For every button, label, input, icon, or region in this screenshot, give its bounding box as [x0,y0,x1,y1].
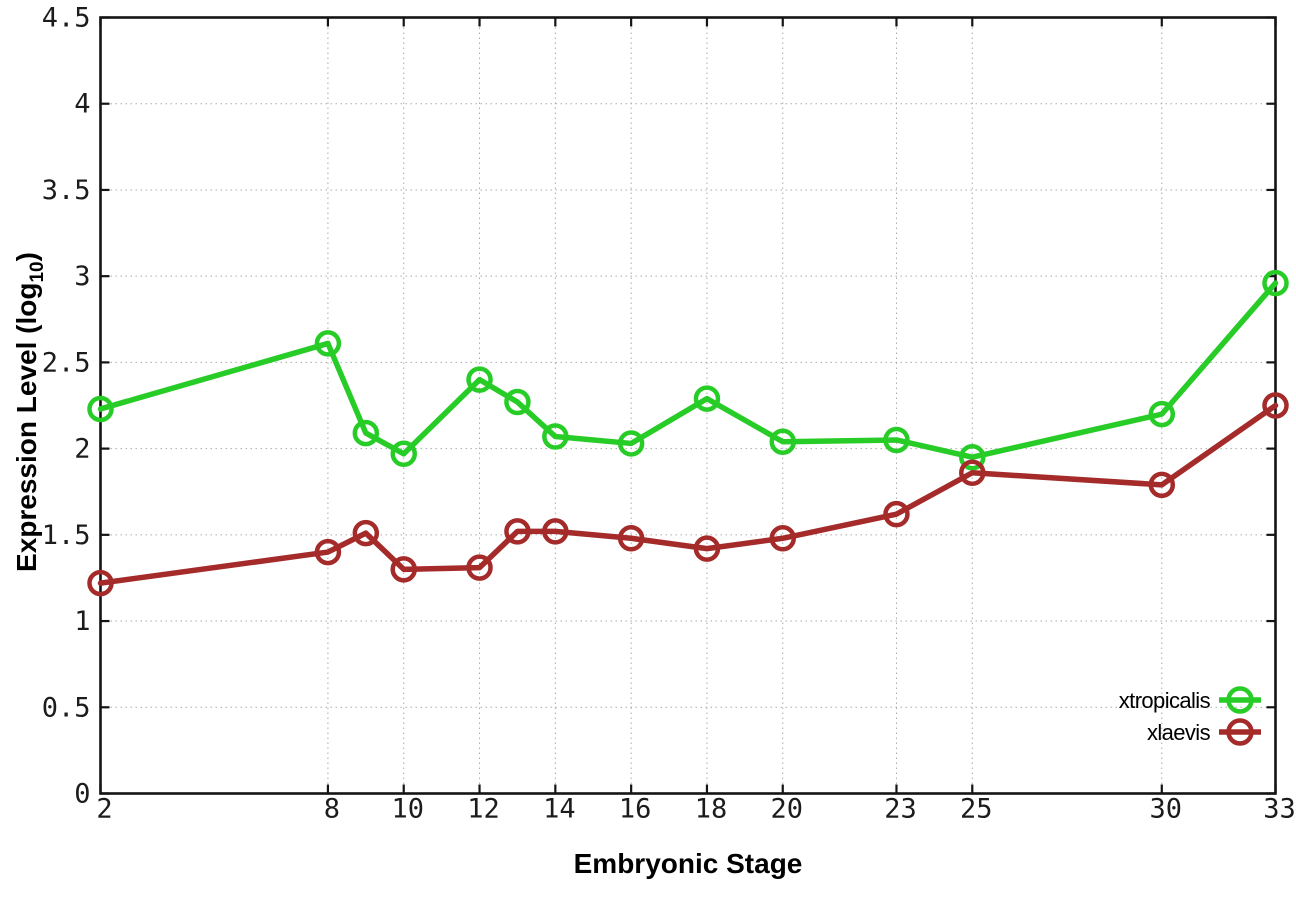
data-point-xtropicalis [769,428,797,455]
x-tick-label: 33 [1263,794,1296,825]
x-tick-label: 16 [619,794,652,825]
data-point-xlaevis [466,554,493,581]
y-tick-label: 0.5 [42,692,91,723]
data-point-xtropicalis [352,419,380,447]
data-point-xtropicalis [693,385,721,412]
data-point-xtropicalis [617,430,645,457]
data-point-xtropicalis [1262,269,1289,297]
x-tick-label: 12 [467,794,500,825]
data-point-xlaevis [352,519,380,547]
x-tick-label: 30 [1150,794,1183,825]
data-point-xlaevis [504,518,531,545]
x-tick-label: 23 [884,794,917,825]
data-point-xlaevis [314,538,342,566]
data-point-xlaevis [693,535,721,562]
data-point-xtropicalis [314,330,342,357]
data-point-xtropicalis [466,366,493,393]
series-line-xlaevis [97,402,1279,586]
x-tick-label: 14 [543,794,576,825]
legend-label-xtropicalis: xtropicalis [1119,688,1211,713]
data-point-xtropicalis [883,426,910,454]
data-point-xlaevis [617,525,645,552]
x-tick-label: 20 [771,794,804,825]
data-point-xlaevis [87,569,114,597]
data-point-xlaevis [769,525,797,552]
data-point-xtropicalis [542,423,569,450]
x-tick-label: 8 [324,794,340,825]
x-tick-label: 25 [960,794,993,825]
data-point-xtropicalis [390,440,417,468]
y-tick-label: 2 [74,434,90,465]
plot-border [99,16,1277,795]
data-point-xtropicalis [87,395,114,423]
legend-marker-xtropicalis [1226,686,1254,714]
data-point-xtropicalis [959,443,986,471]
y-tick-label: 3 [74,261,90,292]
data-point-xlaevis [1148,471,1176,499]
data-point-xlaevis [959,459,986,487]
x-tick-label: 10 [391,794,424,825]
data-point-xlaevis [390,556,417,583]
legend-marker-xlaevis [1226,718,1254,746]
y-tick-label: 1.5 [42,520,91,551]
y-tick-label: 4.5 [42,3,91,34]
data-point-xlaevis [883,500,910,528]
y-tick-label: 1 [74,606,90,637]
series-line-xtropicalis [97,280,1279,460]
data-point-xlaevis [1262,392,1289,419]
x-axis-title: Embryonic Stage [573,848,803,879]
y-tick-label: 3.5 [42,175,91,206]
x-tick-label: 18 [695,794,728,825]
legend-label-xlaevis: xlaevis [1147,720,1211,745]
data-point-xtropicalis [504,388,531,416]
data-point-xlaevis [542,518,569,545]
y-tick-label: 4 [74,89,90,120]
data-point-xtropicalis [1148,400,1176,428]
x-tick-label: 2 [96,794,112,825]
y-tick-label: 0 [74,779,90,810]
y-tick-label: 2.5 [42,347,91,378]
